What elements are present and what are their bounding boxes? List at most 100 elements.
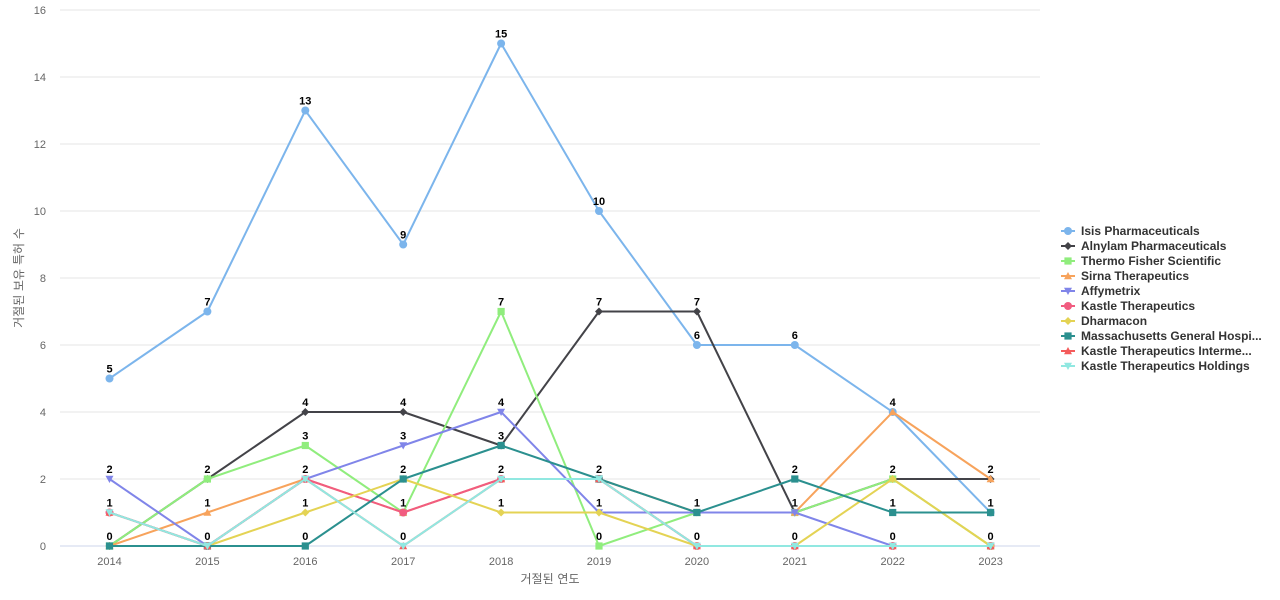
- data-point: [888, 408, 897, 416]
- data-label: 3: [400, 431, 406, 443]
- data-point: [301, 408, 310, 416]
- data-label: 6: [694, 330, 700, 342]
- data-label: 0: [204, 531, 210, 543]
- data-point: [203, 508, 212, 516]
- data-point: [105, 475, 114, 483]
- y-tick-label: 12: [34, 139, 46, 151]
- series-lines: [105, 39, 995, 550]
- data-point: [692, 542, 701, 550]
- data-point: [301, 508, 310, 517]
- y-tick-label: 4: [40, 407, 46, 419]
- legend-label: Dharmacon: [1081, 314, 1147, 328]
- data-label: 4: [302, 397, 309, 409]
- y-tick-label: 8: [40, 273, 46, 285]
- data-label: 7: [694, 297, 700, 309]
- legend-marker: [1064, 272, 1072, 280]
- data-point: [987, 508, 995, 517]
- legend-label: Isis Pharmaceuticals: [1081, 224, 1200, 238]
- legend-item: Dharmacon: [1061, 314, 1147, 328]
- y-tick-label: 10: [34, 206, 46, 218]
- data-point: [889, 508, 897, 517]
- data-label: 9: [400, 230, 406, 242]
- y-tick-label: 16: [34, 5, 46, 17]
- data-point: [595, 207, 603, 215]
- data-point: [301, 106, 310, 115]
- data-label: 1: [400, 498, 406, 510]
- data-label: 2: [596, 464, 602, 476]
- legend-label: Affymetrix: [1081, 284, 1141, 298]
- data-point: [301, 475, 310, 483]
- x-tick-label: 2016: [293, 556, 317, 568]
- series-10: [105, 475, 995, 550]
- data-label: 0: [890, 531, 896, 543]
- data-point: [399, 542, 408, 550]
- legend-marker: [1064, 317, 1072, 325]
- x-tick-label: 2014: [97, 556, 121, 568]
- data-label: 3: [302, 431, 308, 443]
- legend-marker: [1064, 227, 1072, 235]
- data-label: 13: [299, 96, 311, 108]
- legend-item: Massachusetts General Hospi...: [1061, 329, 1262, 343]
- data-point: [497, 39, 506, 48]
- data-point: [791, 475, 799, 483]
- legend-item: Sirna Therapeutics: [1061, 269, 1189, 283]
- x-tick-label: 2023: [978, 556, 1002, 568]
- y-axis-title: 거절된 보유 특허 수: [12, 228, 26, 328]
- data-label: 10: [593, 196, 605, 208]
- legend-label: Thermo Fisher Scientific: [1081, 254, 1221, 268]
- data-point: [301, 441, 309, 450]
- x-tick-label: 2021: [783, 556, 807, 568]
- data-point: [203, 475, 211, 483]
- data-point: [888, 542, 897, 550]
- data-label: 0: [988, 531, 994, 543]
- legend-item: Kastle Therapeutics Holdings: [1061, 359, 1250, 373]
- legend-label: Massachusetts General Hospi...: [1081, 329, 1262, 343]
- data-label: 4: [400, 397, 407, 409]
- series-line: [108, 310, 992, 547]
- data-point: [203, 542, 212, 550]
- data-label: 2: [988, 464, 994, 476]
- data-label: 0: [302, 531, 308, 543]
- data-label: 7: [204, 297, 210, 309]
- x-tick-label: 2020: [685, 556, 709, 568]
- data-label: 2: [204, 464, 210, 476]
- data-label: 4: [890, 397, 897, 409]
- data-point: [790, 542, 799, 550]
- data-point: [399, 240, 408, 249]
- data-label: 1: [792, 498, 798, 510]
- data-label: 1: [694, 498, 700, 510]
- data-point: [595, 542, 603, 550]
- series-line: [109, 444, 991, 547]
- data-label: 0: [106, 531, 112, 543]
- data-point: [986, 542, 995, 550]
- legend-item: Isis Pharmaceuticals: [1061, 224, 1200, 238]
- data-label: 1: [302, 498, 308, 510]
- data-point: [497, 475, 506, 483]
- data-point: [497, 508, 506, 517]
- data-point: [693, 508, 701, 517]
- data-point: [595, 508, 603, 517]
- data-label: 1: [106, 498, 112, 510]
- data-point: [888, 475, 897, 483]
- data-label: 2: [890, 464, 896, 476]
- legend-marker: [1064, 332, 1072, 340]
- data-point: [105, 509, 114, 517]
- x-axis-title: 거절된 연도: [520, 572, 579, 586]
- data-labels: 5210721013432109432101574321107210761062…: [106, 29, 993, 544]
- data-point: [497, 441, 505, 450]
- data-label: 0: [792, 531, 798, 543]
- x-tick-label: 2019: [587, 556, 611, 568]
- legend-label: Alnylam Pharmaceuticals: [1081, 239, 1227, 253]
- data-label: 6: [792, 330, 798, 342]
- data-point: [203, 307, 212, 316]
- data-label: 0: [596, 531, 602, 543]
- data-label: 0: [694, 531, 700, 543]
- data-point: [790, 341, 799, 349]
- data-label: 5: [106, 364, 112, 376]
- data-point: [692, 341, 701, 349]
- data-label: 3: [498, 431, 504, 443]
- data-label: 1: [988, 498, 994, 510]
